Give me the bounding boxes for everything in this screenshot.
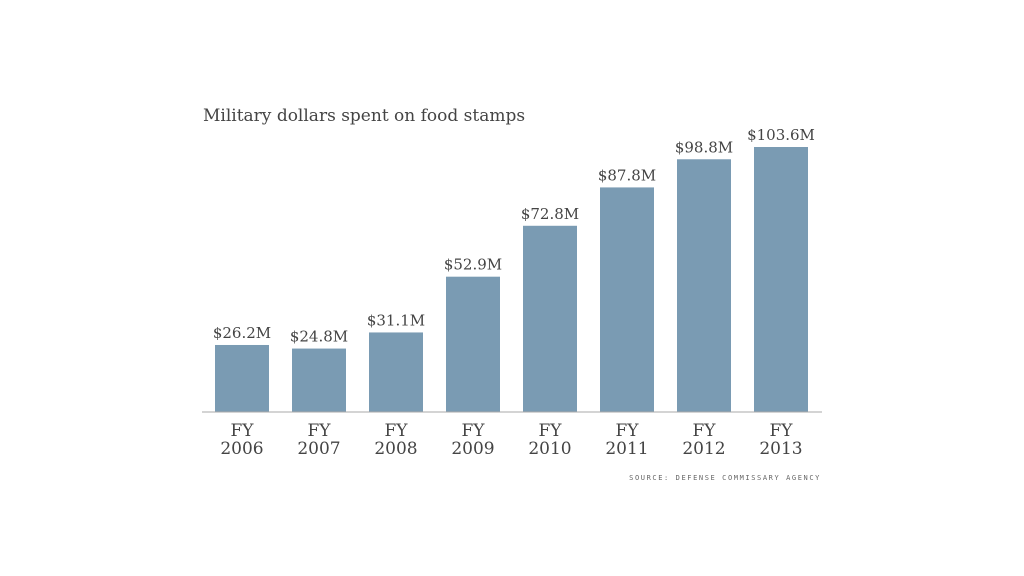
data-label: $26.2M bbox=[213, 324, 271, 342]
x-tick-label: 2009 bbox=[451, 439, 494, 459]
x-tick-label: FY bbox=[769, 421, 793, 441]
x-tick-label: FY bbox=[307, 421, 331, 441]
x-tick-label: 2010 bbox=[528, 439, 571, 459]
data-label: $98.8M bbox=[675, 138, 733, 156]
x-tick-label: 2006 bbox=[220, 439, 263, 459]
x-tick-label: FY bbox=[538, 421, 562, 441]
data-label: $72.8M bbox=[521, 205, 579, 223]
x-tick-label: FY bbox=[230, 421, 254, 441]
bar-2013 bbox=[754, 147, 808, 412]
bar-2007 bbox=[292, 348, 346, 412]
bar-2009 bbox=[446, 276, 500, 412]
x-tick-label: 2008 bbox=[374, 439, 417, 459]
x-tick-label: FY bbox=[461, 421, 485, 441]
chart-title: Military dollars spent on food stamps bbox=[203, 106, 525, 126]
bar-2008 bbox=[369, 332, 423, 412]
x-tick-label: 2012 bbox=[682, 439, 725, 459]
x-tick-label: 2011 bbox=[605, 439, 648, 459]
data-label: $31.1M bbox=[367, 311, 425, 329]
data-label: $52.9M bbox=[444, 256, 502, 274]
source-note: SOURCE: DEFENSE COMMISSARY AGENCY bbox=[629, 474, 821, 482]
data-label: $103.6M bbox=[747, 126, 815, 144]
x-tick-label: 2007 bbox=[297, 439, 340, 459]
x-tick-label: FY bbox=[692, 421, 716, 441]
x-tick-label: 2013 bbox=[759, 439, 802, 459]
bar-2012 bbox=[677, 159, 731, 412]
bar-2006 bbox=[215, 344, 269, 412]
x-tick-label: FY bbox=[384, 421, 408, 441]
bar-2011 bbox=[600, 187, 654, 412]
bar-2010 bbox=[523, 225, 577, 412]
x-tick-label: FY bbox=[615, 421, 639, 441]
data-label: $87.8M bbox=[598, 166, 656, 184]
data-label: $24.8M bbox=[290, 328, 348, 346]
